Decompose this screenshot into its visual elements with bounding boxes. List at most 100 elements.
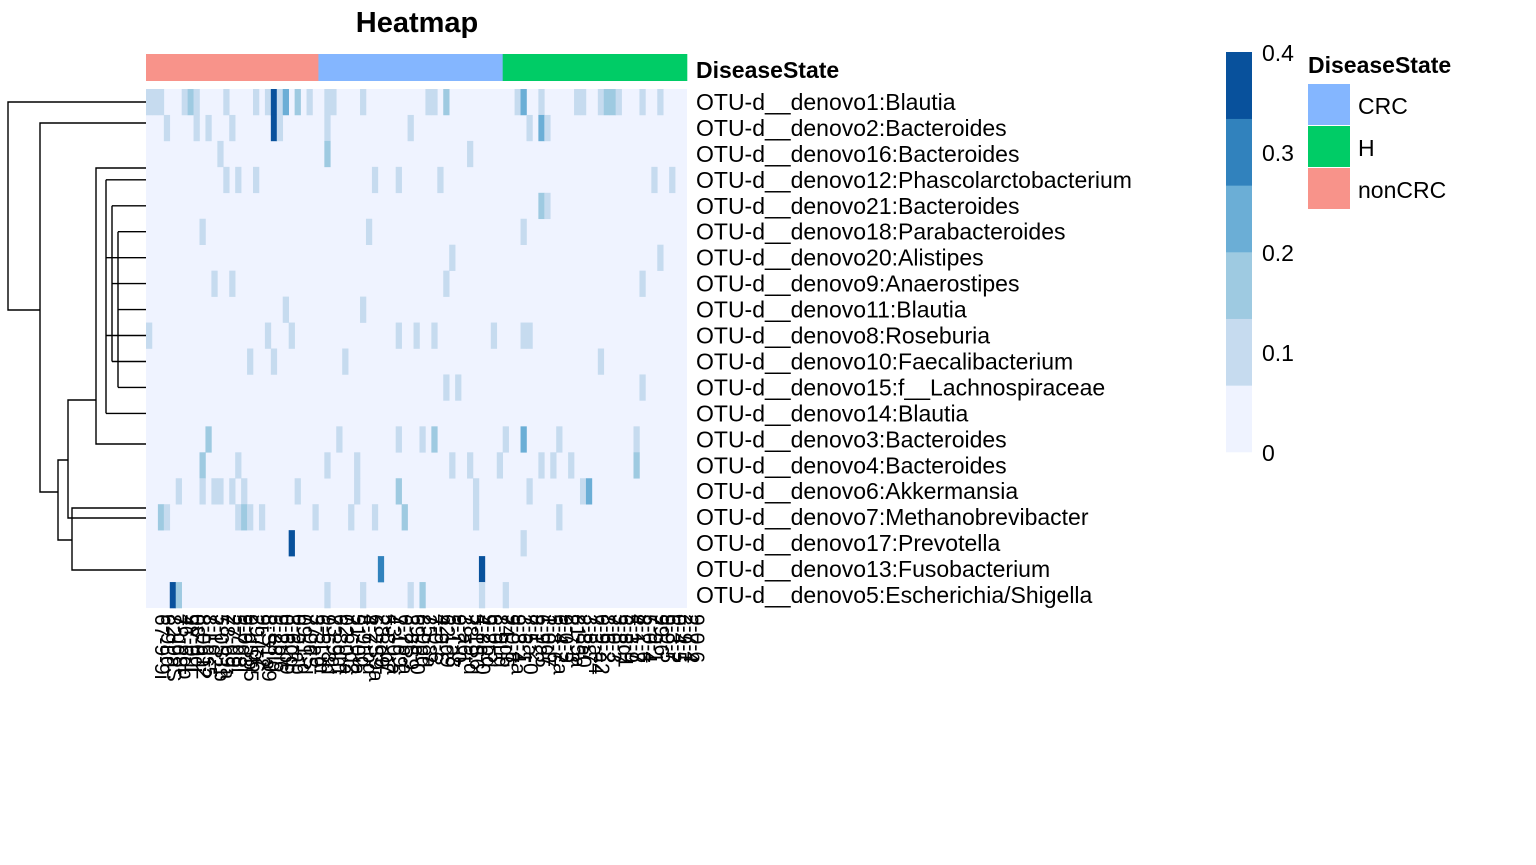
column-label: 62-d9	[435, 614, 458, 668]
column-label: 37-a9-	[305, 614, 328, 675]
heatmap-cell	[568, 452, 575, 479]
row-label: OTU-d__denovo10:Faecalibacterium	[696, 349, 1073, 375]
heatmap-cell	[157, 504, 165, 531]
column-label: 82-9aS	[162, 614, 185, 682]
heatmap-cell	[502, 426, 509, 453]
color-legend-tick: 0	[1262, 440, 1275, 466]
heatmap-cell	[223, 166, 230, 194]
dendrogram-branch	[7, 101, 146, 311]
column-label: 7-6-d2	[340, 614, 363, 675]
heatmap-cell	[175, 582, 182, 609]
row-label: OTU-d__denovo14:Blautia	[696, 400, 969, 426]
heatmap-cell	[199, 452, 206, 479]
heatmap-cell	[229, 270, 236, 297]
heatmap-cell	[556, 426, 563, 453]
heatmap-cell	[526, 322, 533, 349]
column-label: 9i-7-2	[251, 614, 274, 668]
heatmap-cell	[282, 89, 289, 116]
column-label: 4-9-S	[429, 614, 452, 665]
row-label: OTU-d__denovo18:Parabacteroides	[696, 219, 1066, 245]
column-label: 7-qd8-	[168, 614, 191, 675]
heatmap-cell	[419, 582, 426, 609]
column-label: 73-9a-	[322, 614, 345, 675]
column-label: 2-8a0	[572, 614, 595, 668]
group-legend-label: nonCRC	[1358, 177, 1446, 203]
column-label: 8-9pd	[412, 614, 435, 668]
color-legend-swatch	[1226, 385, 1252, 453]
heatmap-cell	[223, 89, 230, 116]
row-label: OTU-d__denovo20:Alistipes	[696, 245, 984, 271]
column-label: 78-9-d	[459, 614, 482, 675]
heatmap-cell	[467, 140, 474, 168]
heatmap-cell	[241, 504, 248, 531]
column-label: 9Y-0-1	[180, 614, 203, 675]
heatmap-cell	[264, 89, 272, 116]
column-label: 3-a6L	[453, 614, 476, 668]
color-legend-swatch	[1226, 52, 1252, 119]
row-label: OTU-d__denovo11:Blautia	[696, 297, 967, 323]
heatmap-cell	[348, 504, 355, 531]
heatmap-cell	[425, 89, 432, 116]
column-label: 7-3a-4	[584, 614, 607, 675]
column-label: 4-7-pd	[358, 614, 381, 675]
heatmap-cell	[306, 89, 313, 116]
heatmap-cell	[288, 530, 295, 557]
heatmap-cell	[211, 478, 218, 505]
heatmap-cell	[669, 166, 676, 194]
group-legend-swatch-noncrc	[1308, 168, 1350, 209]
dendrogram-branch	[95, 167, 146, 400]
heatmap-cell	[199, 218, 206, 245]
heatmap-cell	[520, 530, 527, 557]
heatmap-cell	[443, 89, 450, 116]
column-label: 7-1d9	[388, 614, 411, 668]
column-label: 3-9-1	[673, 614, 696, 663]
group-legend-swatch-h	[1308, 126, 1350, 167]
column-label: 2-7-4	[679, 614, 702, 663]
heatmap-cell	[163, 114, 171, 142]
heatmap-cell	[229, 478, 236, 505]
heatmap-cell	[490, 322, 498, 349]
dendrogram-branch	[57, 492, 72, 541]
heatmap-cell	[324, 452, 331, 479]
heatmap-cell	[181, 89, 188, 116]
dendrogram-branch	[67, 460, 146, 519]
heatmap-cell	[615, 89, 622, 116]
row-label: OTU-d__denovo15:f__Lachnospiraceae	[696, 374, 1105, 400]
column-label: 8-0b12	[192, 614, 215, 679]
color-legend-swatch	[1226, 185, 1252, 253]
heatmap-cell	[544, 192, 551, 220]
column-label: 6-4-7a	[548, 614, 571, 675]
row-label: OTU-d__denovo6:Akkermansia	[696, 478, 1018, 504]
heatmap-cell	[496, 452, 504, 479]
column-label: 5-0-4	[638, 614, 661, 663]
heatmap-cell	[205, 114, 212, 142]
heatmap-cell	[235, 504, 242, 531]
column-label: 5-7d8i	[227, 614, 250, 672]
heatmap-cell	[193, 89, 200, 116]
heatmap-cell	[633, 426, 640, 453]
heatmap-cell	[276, 89, 284, 116]
column-label: 4-1-7	[626, 614, 649, 663]
dendrogram-branch	[95, 400, 146, 445]
heatmap-cell	[395, 166, 402, 194]
row-label: OTU-d__denovo7:Methanobrevibacter	[696, 504, 1089, 530]
column-label: 7-0-3	[602, 614, 625, 663]
column-labels: 67-9-9i6-9Ld82-9aS7-qd8-46-6db9Y-0-108-0…	[150, 614, 708, 682]
column-label: 69-a-0	[406, 614, 429, 675]
column-label: 3-6-1	[513, 614, 536, 663]
column-label: 5-1a8	[441, 614, 464, 668]
heatmap-cell	[312, 504, 319, 531]
color-legend-tick: 0.1	[1262, 340, 1294, 366]
column-label: 2-7-3	[560, 614, 583, 663]
heatmap-cell	[324, 89, 331, 116]
heatmap-cell	[431, 426, 438, 453]
heatmap-cell	[609, 89, 616, 116]
column-label: 02-0-a	[334, 614, 357, 675]
heatmap-cell	[520, 89, 527, 116]
row-label: OTU-d__denovo12:Phascolarctobacterium	[696, 167, 1132, 193]
column-label: 4-8a-0	[471, 614, 494, 675]
column-label: 81-5a	[566, 614, 589, 668]
column-label: 6-3-7	[661, 614, 684, 663]
heatmap-cell	[455, 374, 462, 401]
